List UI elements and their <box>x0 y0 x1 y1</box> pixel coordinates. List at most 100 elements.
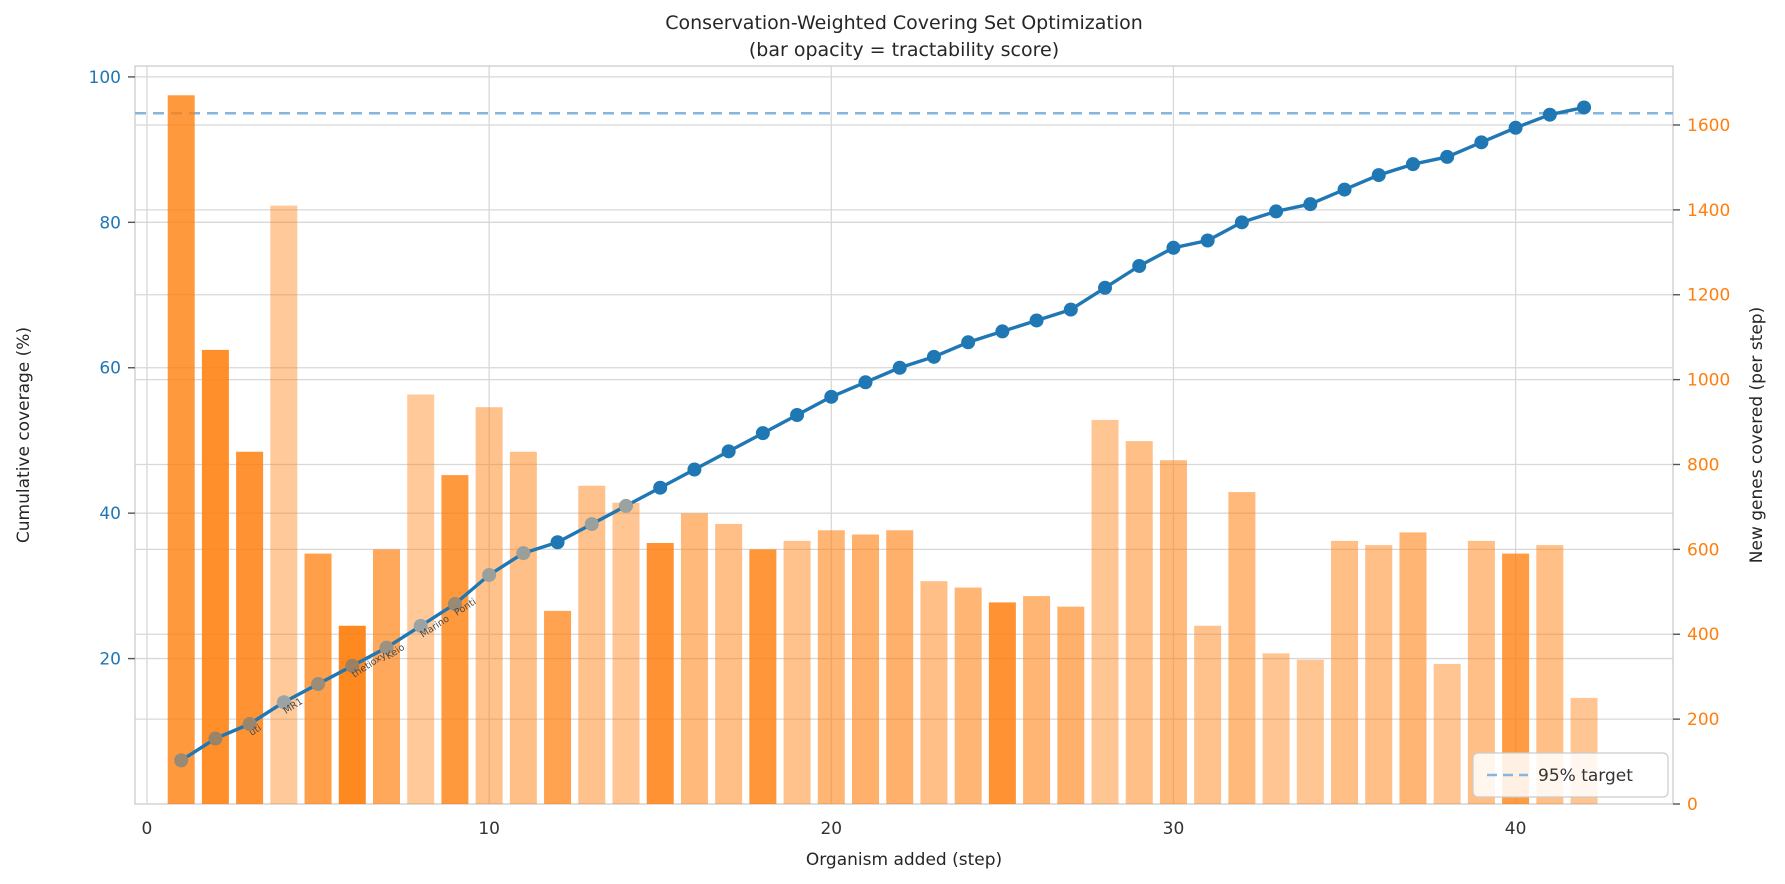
line-marker-step-15 <box>653 480 668 495</box>
y-right-tick-label: 600 <box>1687 540 1719 560</box>
line-marker-step-3 <box>242 717 257 732</box>
bar-step-27 <box>1057 606 1085 804</box>
legend-box <box>1472 752 1669 798</box>
x-tick-label: 0 <box>142 819 153 839</box>
x-tick-label: 30 <box>1163 819 1185 839</box>
line-marker-step-28 <box>1098 280 1113 295</box>
bar-step-15 <box>646 543 674 804</box>
bar-step-17 <box>715 523 743 804</box>
line-marker-step-37 <box>1405 157 1420 172</box>
line-marker-step-18 <box>755 426 770 441</box>
y-right-tick-label: 1400 <box>1687 201 1730 221</box>
line-marker-step-19 <box>790 408 805 423</box>
line-marker-step-10 <box>482 567 497 582</box>
line-marker-step-17 <box>721 444 736 459</box>
bar-step-34 <box>1296 659 1324 804</box>
line-marker-step-20 <box>824 389 839 404</box>
y-left-tick-label: 40 <box>99 504 121 524</box>
y-right-tick-label: 400 <box>1687 625 1719 645</box>
bar-step-2 <box>201 349 229 804</box>
bar-series <box>167 95 1598 804</box>
line-marker-step-29 <box>1132 258 1147 273</box>
line-marker-step-8 <box>413 618 428 633</box>
bar-step-36 <box>1365 545 1393 804</box>
bar-step-38 <box>1433 663 1461 804</box>
bar-step-13 <box>578 485 606 804</box>
y-right-tick-label: 800 <box>1687 455 1719 475</box>
y-left-axis-title: Cumulative coverage (%) <box>14 326 34 544</box>
line-marker-step-6 <box>345 658 360 673</box>
x-axis-title: Organism added (step) <box>805 850 1003 870</box>
bar-step-11 <box>509 451 537 804</box>
line-marker-step-35 <box>1337 182 1352 197</box>
bar-step-25 <box>988 602 1016 804</box>
bar-step-4 <box>270 205 298 804</box>
bar-step-3 <box>236 451 264 804</box>
y-left-tick-label: 100 <box>89 68 121 88</box>
bar-step-24 <box>954 587 982 804</box>
y-right-tick-label: 1600 <box>1687 116 1730 136</box>
bar-step-19 <box>783 540 811 804</box>
bar-step-14 <box>612 502 640 804</box>
chart-subtitle: (bar opacity = tractability score) <box>748 38 1060 61</box>
bar-step-33 <box>1262 653 1290 804</box>
line-marker-step-38 <box>1440 149 1455 164</box>
line-marker-step-27 <box>1063 302 1078 317</box>
line-marker-step-42 <box>1577 100 1592 115</box>
line-marker-step-25 <box>995 324 1010 339</box>
chart-title-block: Conservation-Weighted Covering Set Optim… <box>135 10 1673 63</box>
line-marker-step-24 <box>961 335 976 350</box>
bar-step-1 <box>167 95 195 804</box>
y-left-tick-label: 20 <box>99 650 121 670</box>
line-marker-step-7 <box>379 640 394 655</box>
line-marker-step-11 <box>516 546 531 561</box>
bar-step-9 <box>441 475 469 804</box>
bar-step-16 <box>680 513 708 804</box>
line-markers <box>174 100 1592 768</box>
bar-step-37 <box>1399 532 1427 804</box>
y-left-tick-label: 60 <box>99 359 121 379</box>
y-right-tick-label: 1200 <box>1687 286 1730 306</box>
bar-step-6 <box>338 625 366 804</box>
y-right-tick-label: 200 <box>1687 710 1719 730</box>
bar-step-22 <box>886 530 914 804</box>
x-tick-label: 40 <box>1505 819 1527 839</box>
bar-step-7 <box>372 549 400 804</box>
bar-step-30 <box>1159 460 1187 804</box>
bar-step-12 <box>544 610 572 804</box>
line-marker-step-1 <box>174 753 189 768</box>
legend: 95% target <box>1472 752 1669 798</box>
bar-step-18 <box>749 549 777 804</box>
line-marker-step-34 <box>1303 197 1318 212</box>
line-marker-step-30 <box>1166 240 1181 255</box>
line-marker-step-14 <box>618 498 633 513</box>
line-marker-step-13 <box>584 517 599 532</box>
bar-step-35 <box>1331 540 1359 804</box>
bar-step-8 <box>407 394 435 804</box>
line-marker-step-12 <box>550 535 565 550</box>
axis-ticks: 2040608010002004006008001000120014001600… <box>89 68 1731 839</box>
line-marker-step-33 <box>1269 204 1284 219</box>
bar-step-28 <box>1091 419 1119 804</box>
line-marker-step-32 <box>1234 215 1249 230</box>
line-marker-step-21 <box>858 375 873 390</box>
bar-step-29 <box>1125 441 1153 804</box>
line-marker-step-23 <box>926 349 941 364</box>
bar-step-21 <box>852 534 880 804</box>
line-marker-step-16 <box>687 462 702 477</box>
line-marker-step-39 <box>1474 135 1489 150</box>
y-left-tick-label: 80 <box>99 213 121 233</box>
bar-step-10 <box>475 407 503 804</box>
y-right-tick-label: 0 <box>1687 795 1698 815</box>
bar-step-32 <box>1228 492 1256 804</box>
y-right-axis-title: New genes covered (per step) <box>1747 306 1767 564</box>
line-marker-step-31 <box>1200 233 1215 248</box>
bar-step-23 <box>920 581 948 804</box>
legend-label: 95% target <box>1538 766 1633 786</box>
bar-step-31 <box>1194 625 1222 804</box>
line-marker-step-9 <box>447 597 462 612</box>
line-marker-step-41 <box>1542 107 1557 122</box>
x-tick-label: 20 <box>820 819 842 839</box>
bar-step-20 <box>817 530 845 804</box>
